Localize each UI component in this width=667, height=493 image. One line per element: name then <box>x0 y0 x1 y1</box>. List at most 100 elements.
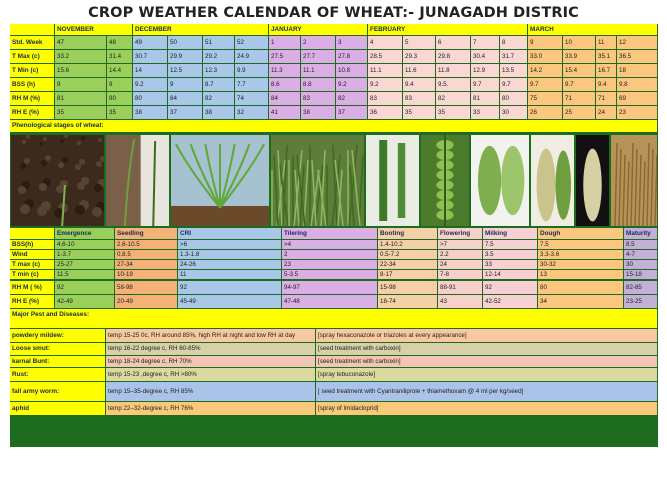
stage-value-cell: 2.6-10.5 <box>115 240 177 249</box>
weather-value-cell: 8.6 <box>269 78 300 91</box>
milking-grain-photo <box>471 135 529 226</box>
stage-value-cell: 92 <box>178 281 281 294</box>
weather-value-cell: 9.4 <box>596 78 616 91</box>
weather-value-cell: 10 <box>563 36 595 49</box>
weather-value-cell: 14.2 <box>528 64 562 77</box>
weather-value-cell: 50 <box>168 36 202 49</box>
stage-value-cell: 58-98 <box>115 281 177 294</box>
weather-value-cell: 28.5 <box>368 50 402 63</box>
weather-value-cell: 69 <box>617 92 657 105</box>
stage-value-cell: 11 <box>178 270 281 279</box>
weather-value-cell: 15.6 <box>55 64 106 77</box>
weather-value-cell: 25 <box>563 106 595 119</box>
weather-value-cell: 9.2 <box>336 78 367 91</box>
stage-row-label: T max (c) <box>10 260 54 269</box>
tillering-photo <box>271 135 364 226</box>
stage-value-cell: 24-26 <box>178 260 281 269</box>
pest-row: aphid temp 22–32-degree c, RH 76% [spray o… <box>10 402 658 416</box>
weather-value-cell: 81 <box>55 92 106 105</box>
stage-value-cell: 22-34 <box>378 260 437 269</box>
stage-value-cell: 0.8.5 <box>115 250 177 259</box>
weather-value-cell: 1 <box>269 36 300 49</box>
stage-value-cell: 3.3-3.6 <box>538 250 623 259</box>
weather-value-cell: 9.2 <box>133 78 167 91</box>
weather-value-cell: 9.7 <box>471 78 499 91</box>
pest-condition: temp 22–32-degree c, RH 76% <box>106 402 315 415</box>
weather-value-cell: 4 <box>368 36 402 49</box>
pest-condition: temp 15-23 ,degree c, RH >80% <box>106 368 315 381</box>
stage-value-cell: 0.5-7.2 <box>378 250 437 259</box>
pest-row: powdery mildew: temp 15-25 0c, RH around … <box>10 329 658 343</box>
stage-row: Wind 1-3.7 0.8.5 1.3-1.8 2 0.5-7.2 2.2 3.5 3.3-3… <box>10 250 658 260</box>
pest-condition: temp 18-24 degree c, RH 70% <box>106 356 315 367</box>
maturity-photo <box>611 135 657 226</box>
stage-value-cell: 12-14 <box>483 270 537 279</box>
weather-value-cell: 29.2 <box>203 50 234 63</box>
weather-value-cell: 15.4 <box>563 64 595 77</box>
weather-value-cell: 82 <box>203 92 234 105</box>
month-header-january: JANUARY <box>269 24 367 35</box>
stage-value-cell: 5-3.5 <box>282 270 377 279</box>
stage-row: BSS(h) 4.6-10 2.6-10.5 >6 >4 1.4-10.2 >7 7.5 7.5… <box>10 240 658 250</box>
weather-row: Std. Week 47 48 49 50 51 52 1 2 3 4 5 6 7 8 9 10 11 12 <box>10 36 658 50</box>
weather-value-cell: 80 <box>107 92 132 105</box>
stage-row: T max (c) 25-27 27-34 24-26 23 22-34 24 33 30-32… <box>10 260 658 270</box>
weather-value-cell: 13.5 <box>500 64 527 77</box>
weather-value-cell: 35 <box>55 106 106 119</box>
weather-value-cell: 30.7 <box>133 50 167 63</box>
weather-value-cell: 16.7 <box>596 64 616 77</box>
stage-value-cell: 3.5 <box>483 250 537 259</box>
weather-row-label: Std. Week <box>10 36 54 49</box>
stage-value-cell: 2.2 <box>438 250 482 259</box>
weather-value-cell: 31.4 <box>107 50 132 63</box>
stage-header-milking: Milking <box>483 228 537 239</box>
weather-value-cell: 9 <box>168 78 202 91</box>
pest-name: aphid <box>10 402 105 415</box>
stage-value-cell: 25-27 <box>55 260 114 269</box>
weather-value-cell: 8.8 <box>301 78 335 91</box>
stage-value-cell: 34 <box>538 295 623 308</box>
weather-value-cell: 26 <box>528 106 562 119</box>
weather-value-cell: 27.7 <box>301 50 335 63</box>
stage-row-label: RH M ( %) <box>10 281 54 294</box>
weather-value-cell: 33.0 <box>528 50 562 63</box>
weather-value-cell: 52 <box>235 36 268 49</box>
weather-value-cell: 82 <box>336 92 367 105</box>
stage-value-cell: 15-98 <box>378 281 437 294</box>
stage-value-cell: 24 <box>438 260 482 269</box>
weather-value-cell: 38 <box>133 106 167 119</box>
weather-value-cell: 33.2 <box>55 50 106 63</box>
stage-value-cell: 30-32 <box>538 260 623 269</box>
pest-name: Loose smut: <box>10 343 105 355</box>
stage-value-cell: 7.5 <box>538 240 623 249</box>
weather-value-cell: 7 <box>471 36 499 49</box>
stage-value-cell: 20-49 <box>115 295 177 308</box>
stage-header-emergence: Emergence <box>55 228 114 239</box>
stage-value-cell: 18-74 <box>378 295 437 308</box>
stage-header-seedling: Seedling <box>115 228 177 239</box>
weather-value-cell: 10.8 <box>336 64 367 77</box>
stage-value-cell: 7-8 <box>438 270 482 279</box>
weather-value-cell: 11.6 <box>403 64 435 77</box>
pest-name: Rust: <box>10 368 105 381</box>
weather-value-cell: 9 <box>528 36 562 49</box>
weather-value-cell: 9.4 <box>403 78 435 91</box>
weather-value-cell: 3 <box>336 36 367 49</box>
weather-value-cell: 12.5 <box>168 64 202 77</box>
stage-header-dough: Dough <box>538 228 623 239</box>
weather-value-cell: 23 <box>617 106 657 119</box>
stage-value-cell: 1.4-10.2 <box>378 240 437 249</box>
pest-control: [spray of Imidacloprid] <box>316 402 657 415</box>
weather-row-label: RH E (%) <box>10 106 54 119</box>
stage-value-cell: 1-3.7 <box>55 250 114 259</box>
seedling-photo <box>106 135 169 226</box>
flowering-photo <box>421 135 469 226</box>
weather-value-cell: 27.8 <box>336 50 367 63</box>
stage-row-label: BSS(h) <box>10 240 54 249</box>
pest-control: [seed treatment with carboxin] <box>316 356 657 367</box>
weather-value-cell: 36 <box>368 106 402 119</box>
month-header-december: DECEMBER <box>133 24 268 35</box>
pest-condition: temp 15–35-degree c, RH 85% <box>106 382 315 401</box>
weather-row: T Min (c) 15.6 14.4 14 12.5 12.3 9.9 11.3 11.1 10… <box>10 64 658 78</box>
stage-corner-cell <box>10 228 54 239</box>
